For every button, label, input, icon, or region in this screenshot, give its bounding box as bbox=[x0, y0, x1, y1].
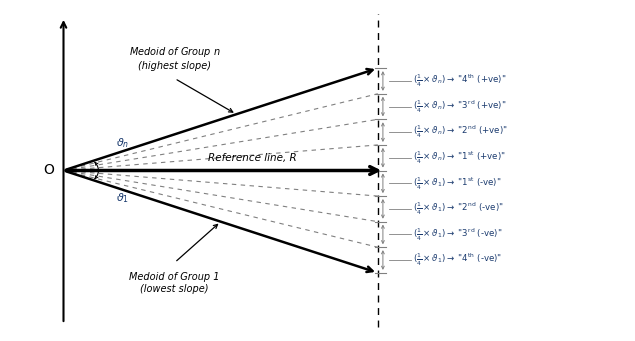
Text: $(\frac{1}{4} \times \vartheta_1) \rightarrow$ "3$^{\mathregular{rd}}$ (-ve)": $(\frac{1}{4} \times \vartheta_1) \right… bbox=[413, 226, 502, 243]
Text: Medoid of Group 1
(lowest slope): Medoid of Group 1 (lowest slope) bbox=[130, 272, 220, 294]
Text: $(\frac{1}{4} \times \vartheta_1) \rightarrow$ "1$^{\mathregular{st}}$ (-ve)": $(\frac{1}{4} \times \vartheta_1) \right… bbox=[413, 175, 501, 192]
Text: $\vartheta_n$: $\vartheta_n$ bbox=[116, 136, 129, 150]
Text: $(\frac{1}{4} \times \vartheta_n) \rightarrow$ "2$^{\mathregular{nd}}$ (+ve)": $(\frac{1}{4} \times \vartheta_n) \right… bbox=[413, 124, 507, 140]
Text: $(\frac{1}{4} \times \vartheta_n) \rightarrow$ "3$^{\mathregular{rd}}$ (+ve)": $(\frac{1}{4} \times \vartheta_n) \right… bbox=[413, 98, 506, 115]
Text: $(\frac{1}{4} \times \vartheta_1) \rightarrow$ "2$^{\mathregular{nd}}$ (-ve)": $(\frac{1}{4} \times \vartheta_1) \right… bbox=[413, 201, 504, 217]
Text: $(\frac{1}{4} \times \vartheta_n) \rightarrow$ "1$^{\mathregular{st}}$ (+ve)": $(\frac{1}{4} \times \vartheta_n) \right… bbox=[413, 149, 505, 166]
Text: Reference line, R: Reference line, R bbox=[208, 153, 297, 163]
Text: O: O bbox=[43, 163, 54, 178]
Text: $(\frac{1}{4} \times \vartheta_n) \rightarrow$ "4$^{\mathregular{th}}$ (+ve)": $(\frac{1}{4} \times \vartheta_n) \right… bbox=[413, 73, 506, 89]
Text: $(\frac{1}{4} \times \vartheta_1) \rightarrow$ "4$^{\mathregular{th}}$ (-ve)": $(\frac{1}{4} \times \vartheta_1) \right… bbox=[413, 252, 502, 268]
Text: $\vartheta_1$: $\vartheta_1$ bbox=[116, 191, 129, 205]
Text: Medoid of Group $n$
(highest slope): Medoid of Group $n$ (highest slope) bbox=[129, 45, 220, 71]
